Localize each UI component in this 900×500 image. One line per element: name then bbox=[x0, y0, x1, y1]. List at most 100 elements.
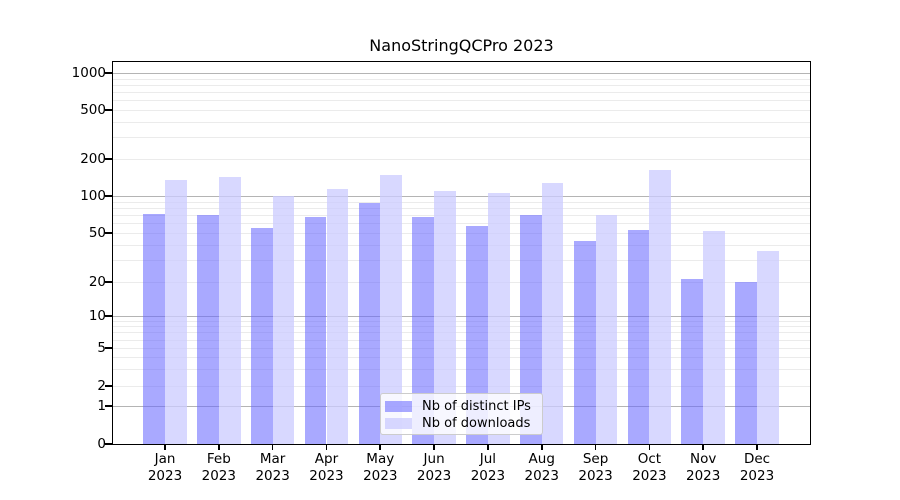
bar-distinct-ips-jan bbox=[143, 213, 165, 445]
bar-downloads-feb bbox=[218, 176, 241, 445]
y-tick-mark-2 bbox=[105, 385, 112, 387]
x-tick-mark-jun bbox=[433, 445, 435, 450]
y-tick-label-20: 20 bbox=[88, 274, 106, 290]
month-label: Aug bbox=[528, 451, 555, 467]
x-tick-label-nov: Nov 2023 bbox=[671, 451, 735, 485]
x-tick-label-feb: Feb 2023 bbox=[187, 451, 251, 485]
gridline-90 bbox=[113, 201, 810, 203]
y-tick-label-0: 0 bbox=[97, 436, 106, 452]
legend-entry-downloads: Nb of downloads bbox=[385, 415, 542, 432]
month-label: Apr bbox=[314, 451, 339, 467]
y-tick-label-10: 10 bbox=[88, 308, 106, 324]
x-tick-mark-sep bbox=[594, 445, 597, 450]
y-tick-label-1: 1 bbox=[97, 398, 106, 414]
x-tick-mark-jan bbox=[164, 445, 166, 450]
gridline-1000 bbox=[113, 73, 810, 74]
gridline-6 bbox=[113, 339, 810, 341]
y-tick-label-200: 200 bbox=[80, 151, 106, 167]
month-label: Jul bbox=[479, 451, 497, 467]
x-tick-label-oct: Oct 2023 bbox=[617, 451, 681, 485]
year-label: 2023 bbox=[363, 468, 398, 484]
legend-swatch-distinct-ips bbox=[385, 401, 412, 412]
x-tick-mark-jul bbox=[487, 445, 489, 450]
year-label: 2023 bbox=[147, 468, 183, 484]
legend-swatch-downloads bbox=[385, 418, 412, 429]
x-tick-label-dec: Dec 2023 bbox=[725, 451, 789, 485]
legend: Nb of distinct IPs Nb of downloads bbox=[380, 393, 543, 435]
month-label: May bbox=[366, 451, 395, 467]
legend-entry-distinct-ips: Nb of distinct IPs bbox=[385, 398, 542, 415]
x-tick-label-sep: Sep 2023 bbox=[564, 451, 628, 485]
bar-downloads-jun bbox=[434, 190, 456, 445]
x-tick-mark-feb bbox=[218, 445, 220, 450]
legend-label-distinct-ips: Nb of distinct IPs bbox=[422, 399, 531, 414]
y-tick-mark-0 bbox=[105, 443, 112, 445]
x-tick-mark-oct bbox=[648, 445, 651, 450]
gridline-20 bbox=[113, 282, 810, 283]
bar-downloads-oct bbox=[649, 169, 672, 445]
gridline-500 bbox=[113, 110, 810, 111]
bar-distinct-ips-apr bbox=[304, 217, 327, 445]
gridline-7 bbox=[113, 332, 810, 334]
y-tick-mark-200 bbox=[105, 158, 112, 160]
year-label: 2023 bbox=[578, 468, 613, 484]
month-label: Feb bbox=[206, 451, 231, 467]
bar-downloads-aug bbox=[541, 182, 564, 445]
x-tick-mark-apr bbox=[325, 445, 328, 450]
legend-label-downloads: Nb of downloads bbox=[422, 416, 531, 431]
gridline-30 bbox=[113, 260, 810, 262]
x-tick-mark-nov bbox=[702, 445, 704, 450]
chart-title: NanoStringQCPro 2023 bbox=[369, 36, 554, 55]
x-tick-mark-aug bbox=[540, 445, 543, 450]
y-tick-mark-500 bbox=[105, 109, 112, 111]
month-label: Dec bbox=[743, 451, 771, 467]
bar-distinct-ips-jun bbox=[412, 216, 435, 445]
y-tick-label-100: 100 bbox=[80, 188, 106, 204]
year-label: 2023 bbox=[524, 468, 559, 484]
gridline-800 bbox=[113, 84, 810, 86]
gridline-300 bbox=[113, 137, 810, 139]
y-tick-label-500: 500 bbox=[80, 102, 106, 118]
y-tick-label-1000: 1000 bbox=[71, 65, 106, 81]
bar-distinct-ips-oct bbox=[627, 229, 650, 445]
y-tick-label-2: 2 bbox=[97, 378, 106, 394]
y-tick-mark-1 bbox=[105, 405, 112, 407]
month-label: Oct bbox=[637, 451, 662, 467]
month-label: Mar bbox=[259, 451, 286, 467]
gridline-80 bbox=[113, 207, 810, 209]
x-tick-mark-may bbox=[379, 445, 382, 450]
bar-distinct-ips-sep bbox=[573, 241, 596, 445]
bar-distinct-ips-aug bbox=[519, 215, 542, 445]
year-label: 2023 bbox=[255, 468, 290, 484]
bar-distinct-ips-nov bbox=[681, 279, 704, 445]
bar-downloads-jan bbox=[165, 180, 187, 445]
y-tick-label-50: 50 bbox=[88, 225, 106, 241]
gridline-9 bbox=[113, 320, 810, 322]
x-tick-label-jul: Jul 2023 bbox=[456, 451, 520, 485]
year-label: 2023 bbox=[686, 468, 721, 484]
x-tick-label-apr: Apr 2023 bbox=[294, 451, 358, 485]
year-label: 2023 bbox=[309, 468, 344, 484]
bar-downloads-jul bbox=[487, 193, 510, 445]
gridline-600 bbox=[113, 100, 810, 102]
gridline-200 bbox=[113, 159, 810, 160]
y-tick-mark-5 bbox=[105, 347, 112, 349]
bar-downloads-nov bbox=[703, 230, 725, 445]
x-tick-label-jun: Jun 2023 bbox=[402, 451, 466, 485]
gridline-10 bbox=[113, 316, 810, 317]
month-label: Jun bbox=[423, 451, 445, 467]
year-label: 2023 bbox=[632, 468, 667, 484]
x-tick-label-may: May 2023 bbox=[348, 451, 412, 485]
bar-distinct-ips-may bbox=[358, 203, 381, 445]
gridline-40 bbox=[113, 244, 810, 246]
y-tick-mark-50 bbox=[105, 232, 112, 234]
bar-downloads-mar bbox=[272, 195, 295, 445]
year-label: 2023 bbox=[739, 468, 775, 484]
bar-distinct-ips-dec bbox=[735, 282, 757, 445]
gridline-50 bbox=[113, 233, 810, 234]
bar-distinct-ips-feb bbox=[197, 215, 219, 445]
gridline-100 bbox=[113, 196, 810, 197]
y-tick-label-5: 5 bbox=[97, 340, 106, 356]
bar-distinct-ips-mar bbox=[250, 227, 273, 445]
